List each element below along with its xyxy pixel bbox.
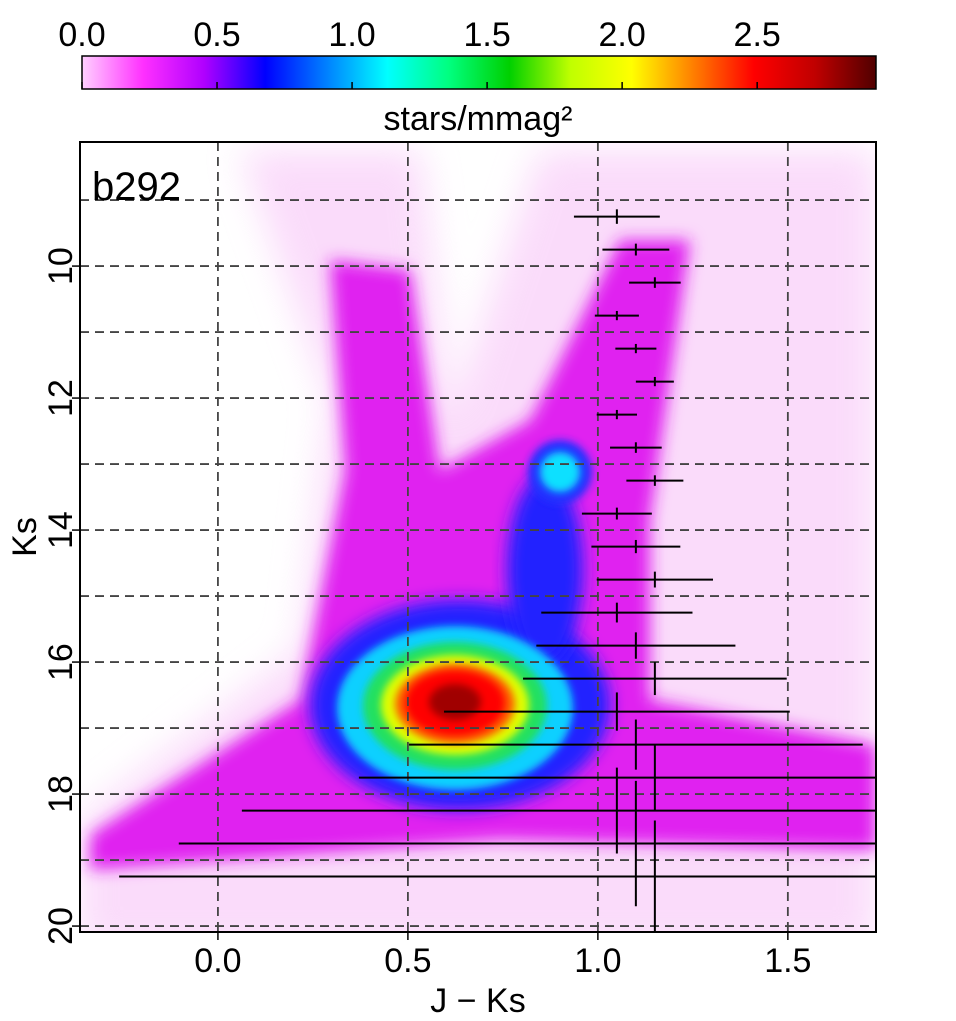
grid xyxy=(72,142,876,940)
y-tick-label: 14 xyxy=(42,511,80,549)
colorbar-tick-label: 0.5 xyxy=(193,16,240,54)
error-bars xyxy=(119,209,876,932)
y-tick-label: 18 xyxy=(42,775,80,813)
y-axis-label: Ks xyxy=(6,517,44,557)
colorbar-tick-label: 2.5 xyxy=(734,16,781,54)
x-tick-label: 1.0 xyxy=(574,942,621,980)
colorbar xyxy=(81,55,877,90)
density-map xyxy=(80,150,876,932)
colorbar-label: stars/mmag² xyxy=(384,100,573,138)
y-tick-label: 16 xyxy=(42,643,80,681)
colorbar-tick-label: 0.0 xyxy=(58,16,105,54)
y-tick-label: 20 xyxy=(42,907,80,945)
plot-frame xyxy=(79,141,877,933)
y-tick-label: 10 xyxy=(42,247,80,285)
colorbar-tick-label: 1.5 xyxy=(463,16,510,54)
x-tick-label: 0.5 xyxy=(384,942,431,980)
colorbar-tick-label: 1.0 xyxy=(328,16,375,54)
x-tick-label: 0.0 xyxy=(194,942,241,980)
y-tick-label: 12 xyxy=(42,379,80,417)
x-axis-label: J − Ks xyxy=(430,982,525,1020)
annotation: b292 xyxy=(92,165,181,209)
x-tick-label: 1.5 xyxy=(764,942,811,980)
colorbar-tick-label: 2.0 xyxy=(599,16,646,54)
